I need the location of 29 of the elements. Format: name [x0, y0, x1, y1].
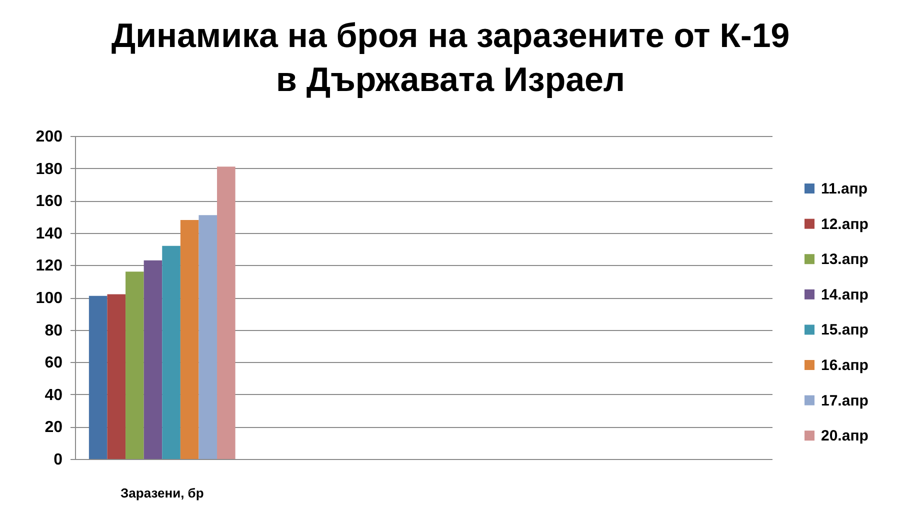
y-tick-label: 180: [36, 160, 63, 178]
y-tick-label: 60: [44, 354, 63, 372]
legend-label: 11.апр: [821, 180, 868, 198]
y-tick-label: 20: [44, 419, 63, 436]
y-tick-label: 40: [44, 386, 63, 404]
legend-label: 20.апр: [821, 428, 868, 445]
y-tick-label: 80: [44, 322, 63, 340]
y-tick-label: 100: [36, 290, 63, 307]
y-tick-label: 160: [36, 193, 63, 210]
x-tick-label: Заразени, бр: [120, 486, 204, 500]
legend-label: 14.апр: [821, 286, 868, 304]
y-tick-label: 0: [54, 452, 63, 468]
y-tick-label: 140: [36, 225, 63, 242]
chart-title: Динамика на броя на заразените от К-19 в Държавата Израел: [111, 17, 790, 99]
bar: [217, 166, 236, 459]
legend-label: 16.апр: [821, 357, 868, 374]
bar: [88, 296, 108, 459]
bar: [180, 220, 199, 459]
bar: [107, 294, 126, 459]
bar: [144, 260, 162, 459]
bar: [198, 215, 218, 459]
bar: [162, 246, 180, 459]
legend-label: 12.апр: [821, 216, 868, 233]
bar: [126, 272, 144, 459]
y-tick-label: 200: [36, 128, 63, 146]
legend-label: 17.апр: [821, 392, 868, 410]
legend-label: 15.апр: [821, 322, 868, 339]
legend-label: 13.апр: [821, 251, 868, 268]
y-tick-label: 120: [36, 258, 63, 275]
